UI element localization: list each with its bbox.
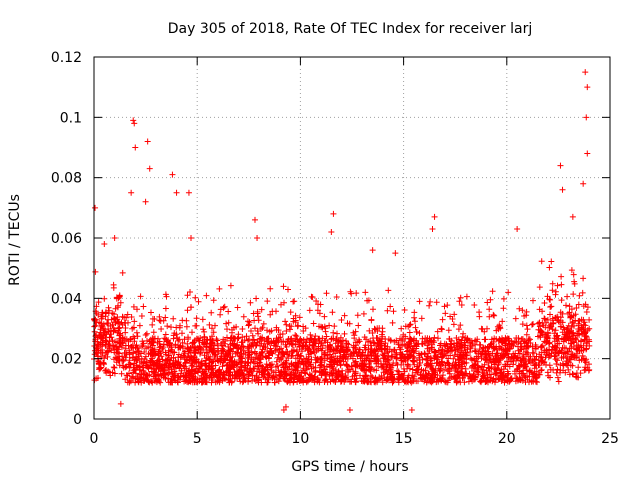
scatter-point: [569, 213, 576, 220]
x-tick-label: 0: [90, 431, 99, 447]
scatter-point: [111, 235, 118, 241]
scatter-point: [169, 171, 176, 178]
scatter-point: [128, 189, 135, 196]
scatter-point: [142, 198, 149, 205]
scatter-point: [582, 69, 589, 76]
y-tick-label: 0.08: [51, 171, 82, 187]
scatter-point: [185, 189, 192, 196]
scatter-point: [132, 144, 139, 151]
scatter-point: [429, 225, 436, 232]
scatter-point: [188, 235, 195, 241]
scatter-point: [254, 235, 261, 241]
chart-title: Day 305 of 2018, Rate Of TEC Index for r…: [168, 21, 533, 37]
x-tick-label: 10: [291, 431, 309, 447]
tick-labels: 0 5 10 15 20 25 0 0.02 0.04 0.06 0.08 0.1 0.12: [51, 50, 619, 447]
scatter-point: [346, 406, 353, 413]
scatter-point: [557, 162, 564, 169]
y-tick-label: 0.06: [51, 231, 82, 247]
scatter-point: [117, 400, 124, 407]
scatter-point: [328, 228, 335, 235]
scatter-point: [173, 189, 180, 196]
y-tick-label: 0.02: [51, 352, 82, 368]
x-tick-label: 15: [395, 431, 413, 447]
scatter-point: [514, 225, 521, 232]
x-tick-label: 25: [601, 431, 619, 447]
scatter-point: [282, 403, 289, 410]
y-tick-label: 0.12: [51, 50, 82, 66]
scatter-point: [369, 247, 376, 254]
scatter-point: [431, 213, 438, 220]
scatter-point: [408, 406, 415, 413]
scatter-point: [146, 165, 153, 172]
y-tick-label: 0.1: [60, 110, 82, 126]
scatter-point: [280, 406, 287, 413]
x-tick-label: 20: [498, 431, 516, 447]
x-axis-label: GPS time / hours: [291, 459, 408, 475]
y-tick-label: 0.04: [51, 291, 82, 307]
scatter-point: [559, 186, 566, 193]
scatter-point: [130, 117, 137, 124]
y-tick-label: 0: [73, 412, 82, 428]
grid-lines: [94, 57, 610, 419]
scatter-point: [251, 216, 258, 223]
x-tick-label: 5: [193, 431, 202, 447]
scatter-point: [131, 120, 138, 127]
scatter-point: [92, 204, 99, 211]
scatter-point-cloud: [91, 258, 593, 386]
data-points: [91, 69, 593, 413]
scatter-point: [584, 84, 591, 91]
scatter-point: [101, 241, 108, 248]
scatter-point: [584, 150, 591, 157]
scatter-point: [392, 250, 399, 257]
scatter-point: [580, 180, 587, 187]
scatter-point: [144, 138, 151, 145]
scatter-point: [583, 114, 590, 121]
y-axis-label: ROTI / TECUs: [7, 194, 23, 286]
axis-ticks: [93, 56, 611, 420]
scatter-point: [330, 210, 337, 217]
